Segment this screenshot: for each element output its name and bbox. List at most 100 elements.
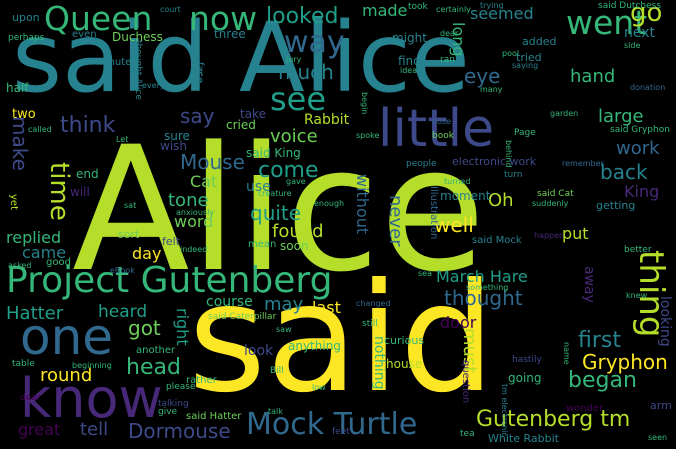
word: house [386, 357, 423, 371]
word: moment [440, 189, 491, 203]
word: will [70, 185, 90, 199]
word: first [578, 328, 621, 353]
word: Bill [270, 366, 284, 376]
word: felt [162, 235, 181, 248]
word: every [142, 81, 165, 90]
word: better [624, 245, 652, 255]
word: see [270, 80, 327, 118]
word: seemed [470, 4, 534, 23]
word: indeed [180, 245, 208, 254]
word: heard [98, 302, 148, 322]
word: day [132, 244, 162, 263]
word: long [449, 22, 468, 57]
word: looking [657, 296, 673, 347]
word: said Mock [472, 235, 522, 246]
word: think [60, 113, 116, 138]
word: looked [266, 4, 339, 29]
word: much [278, 60, 334, 84]
word: said King [246, 146, 301, 160]
word: nose [432, 117, 452, 126]
word: mean [248, 239, 277, 250]
word: say [180, 104, 215, 128]
word: table [12, 359, 35, 369]
word: Illustration [428, 186, 439, 240]
word: sort [118, 228, 140, 241]
word: find [398, 54, 421, 68]
word: use [246, 179, 271, 195]
word: eye [464, 64, 501, 88]
word: come [258, 158, 319, 183]
word: said Cat [537, 189, 574, 199]
word: went [566, 3, 648, 42]
word: three [214, 27, 246, 41]
word: dear [440, 29, 459, 38]
word: course [206, 294, 253, 310]
word: tm electronic [500, 384, 509, 437]
word: trying [480, 1, 504, 10]
word: took [408, 2, 428, 12]
word: Gryphon [582, 350, 668, 374]
word: got [128, 316, 161, 340]
word: idea [400, 66, 418, 75]
word: time [44, 162, 74, 221]
word: Oh [488, 190, 514, 211]
word: go [630, 0, 663, 28]
word: many [480, 85, 503, 94]
word: Cat [190, 172, 218, 191]
word: word [174, 212, 214, 231]
word: suddenly [532, 199, 569, 208]
word: head [126, 355, 181, 380]
word: talk [268, 407, 283, 416]
word: sea [418, 269, 432, 278]
word: voice [270, 126, 318, 147]
word: cried [226, 118, 256, 132]
word: one [20, 308, 114, 366]
word: began [568, 368, 637, 393]
word: remember [562, 159, 604, 168]
word: without [353, 174, 372, 235]
word: name [562, 342, 571, 365]
word: never [385, 195, 406, 247]
word: well [434, 213, 474, 237]
word: pool [502, 49, 520, 58]
word: getting [596, 199, 636, 212]
word: creature [258, 189, 292, 198]
word: White Rabbit [488, 432, 559, 445]
word: anything [288, 339, 341, 353]
word: curious [384, 334, 425, 347]
word: said [188, 252, 495, 426]
word: said Caterpillar [208, 312, 277, 322]
word: work [616, 138, 660, 159]
word: said Alice [12, 2, 470, 114]
word: great [18, 420, 61, 439]
word: right [173, 308, 192, 346]
word: Alice [72, 109, 486, 310]
word: Hatter [6, 303, 64, 324]
word: away [581, 266, 597, 303]
word: now [189, 0, 258, 38]
word: donation [630, 83, 666, 92]
word: asked [8, 261, 32, 270]
word: know [20, 367, 163, 430]
word: seen [648, 433, 668, 442]
word: soon [280, 239, 309, 253]
word: anxiously [176, 208, 215, 217]
word: Rabbit [304, 112, 350, 128]
word: electronic work [452, 155, 537, 168]
word: wonder [566, 403, 604, 414]
word: quite [250, 201, 302, 225]
word: saw [276, 325, 292, 334]
word: garden [550, 109, 579, 118]
word: talking [158, 399, 189, 409]
word: little [378, 99, 495, 159]
word: tell [80, 419, 109, 440]
word: said Dutchess [598, 1, 662, 11]
word: make [8, 116, 32, 171]
word: arm [650, 399, 672, 412]
word: yet [8, 194, 19, 210]
word: tea [460, 429, 475, 439]
word: Gutenberg tm [476, 407, 631, 432]
word: said Hatter [186, 411, 242, 422]
word: found [272, 221, 324, 242]
